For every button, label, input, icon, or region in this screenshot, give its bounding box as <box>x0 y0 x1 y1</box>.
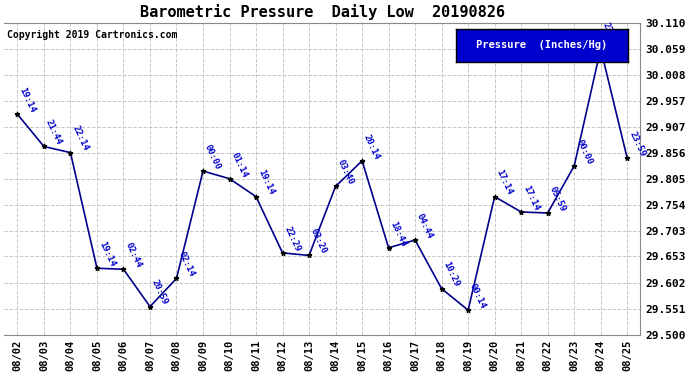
Text: 01:14: 01:14 <box>230 150 249 179</box>
Point <box>224 176 235 182</box>
Text: 00:00: 00:00 <box>203 143 223 171</box>
Point <box>436 286 447 292</box>
Text: 23:59: 23:59 <box>627 130 647 158</box>
Text: 22:29: 22:29 <box>282 225 302 253</box>
Text: Copyright 2019 Cartronics.com: Copyright 2019 Cartronics.com <box>7 30 177 39</box>
Text: 03:20: 03:20 <box>309 227 328 255</box>
Point <box>118 266 129 272</box>
Point <box>410 237 421 243</box>
Point <box>171 276 182 282</box>
Point <box>515 209 526 215</box>
Point <box>383 245 394 251</box>
Point <box>250 194 262 200</box>
Point <box>330 183 341 189</box>
Point <box>304 252 315 258</box>
Point <box>197 168 208 174</box>
Point <box>542 210 553 216</box>
Point <box>92 265 103 271</box>
Text: 19:14: 19:14 <box>17 86 37 114</box>
Text: 00:14: 00:14 <box>468 282 488 310</box>
Text: 19:14: 19:14 <box>97 240 117 268</box>
Text: 18:44: 18:44 <box>388 220 408 248</box>
Point <box>357 158 368 164</box>
Point <box>569 163 580 169</box>
Point <box>39 144 50 150</box>
Text: 22:14: 22:14 <box>70 124 90 153</box>
Text: 10:29: 10:29 <box>442 261 461 289</box>
Title: Barometric Pressure  Daily Low  20190826: Barometric Pressure Daily Low 20190826 <box>140 4 505 20</box>
Point <box>65 150 76 156</box>
Point <box>277 250 288 256</box>
Point <box>144 304 155 310</box>
Point <box>12 111 23 117</box>
Point <box>622 155 633 161</box>
Text: 05:59: 05:59 <box>548 185 567 213</box>
Text: 17:14: 17:14 <box>495 168 514 196</box>
Text: 20:14: 20:14 <box>362 133 382 161</box>
Point <box>462 307 473 313</box>
Text: 04:44: 04:44 <box>415 212 435 240</box>
Text: 21:44: 21:44 <box>44 118 63 147</box>
Text: 19:14: 19:14 <box>256 168 275 196</box>
Text: 03:40: 03:40 <box>335 158 355 186</box>
Text: 20:59: 20:59 <box>150 278 170 307</box>
Text: 00:00: 00:00 <box>574 138 593 166</box>
Point <box>489 194 500 200</box>
Text: 02:14: 02:14 <box>177 250 196 279</box>
Text: 23:00: 23:00 <box>601 21 620 49</box>
Text: 17:14: 17:14 <box>521 184 541 212</box>
Point <box>595 46 607 52</box>
Text: 02:44: 02:44 <box>124 241 143 269</box>
